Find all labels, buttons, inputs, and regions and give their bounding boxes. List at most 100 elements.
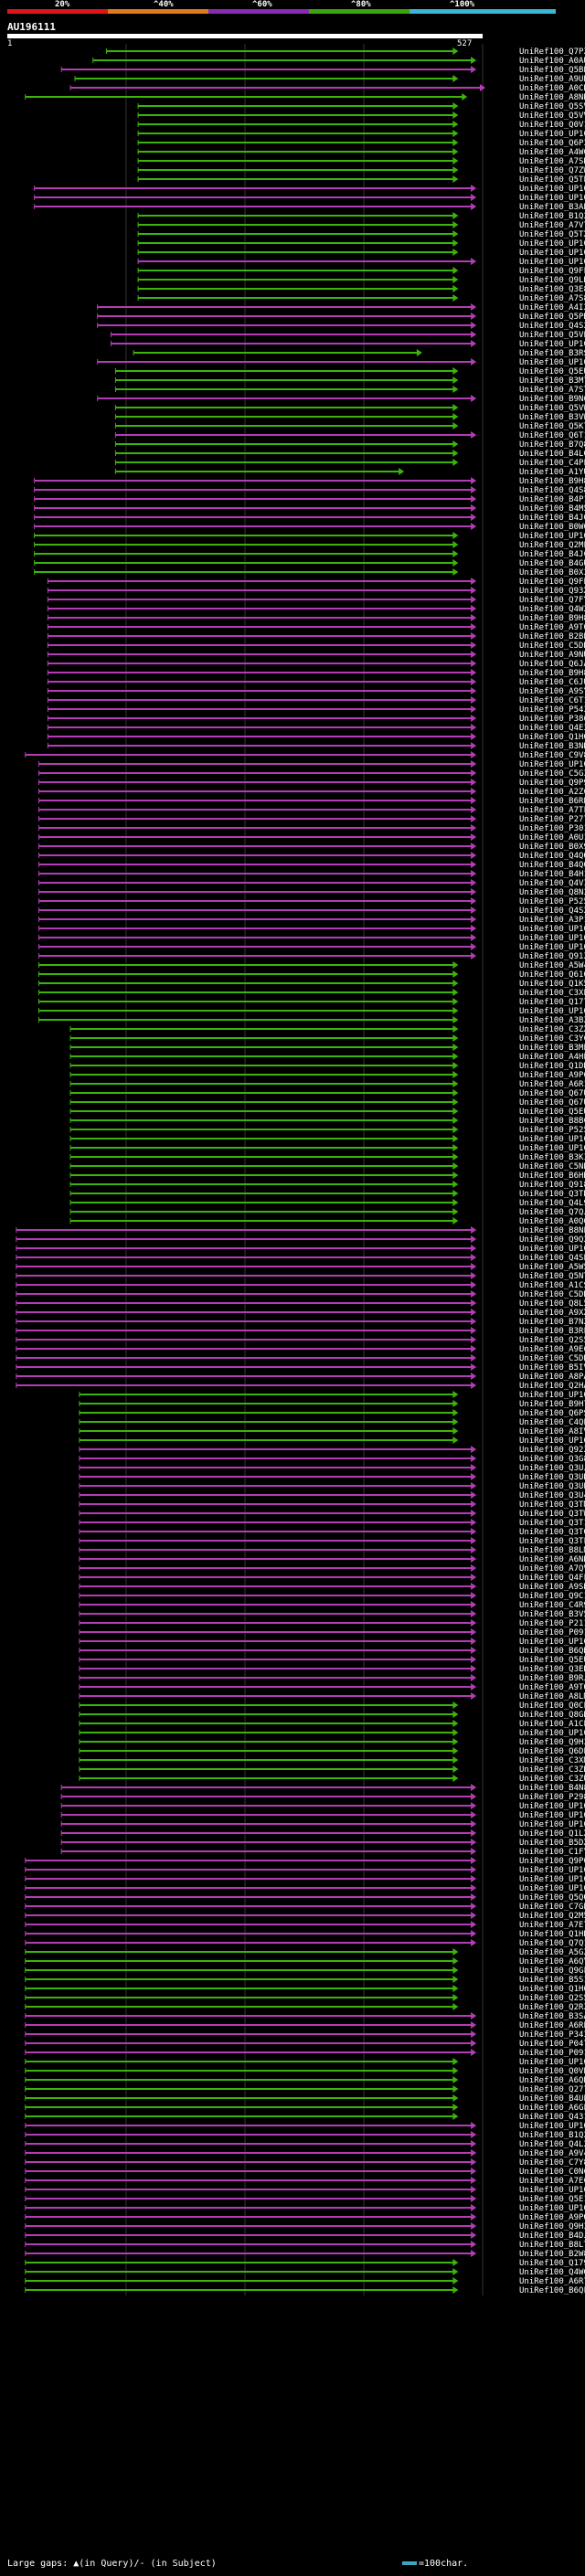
- hit-row[interactable]: UniRef100_A7QVE3: [79, 1564, 585, 1574]
- hit-label[interactable]: UniRef100_Q4E3F7: [519, 724, 585, 733]
- hit-label[interactable]: UniRef100_Q6JAC6: [519, 660, 585, 669]
- hit-row[interactable]: UniRef100_B3RSE4: [133, 349, 585, 358]
- hit-label[interactable]: UniRef100_A7E7I8: [519, 1921, 585, 1930]
- hit-label[interactable]: UniRef100_Q4VIT4: [519, 879, 585, 888]
- hit-label[interactable]: UniRef100_B3VW16: [519, 413, 585, 422]
- hit-row[interactable]: UniRef100_C0NCN9: [25, 2168, 585, 2177]
- hit-row[interactable]: UniRef100_Q3UJA8: [79, 1464, 585, 1473]
- hit-row[interactable]: UniRef100_C5DK19: [47, 641, 585, 651]
- hit-label[interactable]: UniRef100_B4J098: [519, 514, 585, 523]
- hit-label[interactable]: UniRef100_Q2S593: [519, 1994, 585, 2003]
- hit-label[interactable]: UniRef100_P09103: [519, 2049, 585, 2058]
- hit-row[interactable]: UniRef100_A6R1X2: [69, 1080, 585, 1089]
- hit-row[interactable]: UniRef100_B8NPF9: [16, 1226, 585, 1235]
- hit-row[interactable]: UniRef100_C5NN47: [69, 1162, 585, 1171]
- hit-label[interactable]: UniRef100_B2W808: [519, 2250, 585, 2259]
- hit-row[interactable]: UniRef100_UP1000...: [34, 185, 585, 194]
- hit-label[interactable]: UniRef100_B4UPT7: [519, 2094, 585, 2104]
- hit-row[interactable]: UniRef100_B4H155: [38, 870, 585, 879]
- hit-row[interactable]: UniRef100_B3SA60: [25, 2012, 585, 2021]
- hit-row[interactable]: UniRef100_Q3THC3: [69, 1190, 585, 1199]
- hit-label[interactable]: UniRef100_Q4L2D2: [519, 2140, 585, 2149]
- hit-label[interactable]: UniRef100_UP1000...: [519, 1144, 585, 1153]
- hit-label[interactable]: UniRef100_Q92Z28: [519, 1446, 585, 1455]
- hit-row[interactable]: UniRef100_A9XXW2: [16, 1309, 585, 1318]
- hit-label[interactable]: UniRef100_A9NUM1: [519, 651, 585, 660]
- hit-label[interactable]: UniRef100_Q61053: [519, 970, 585, 980]
- hit-row[interactable]: UniRef100_B4JC19: [34, 550, 585, 559]
- hit-label[interactable]: UniRef100_B6HK48: [519, 1171, 585, 1181]
- hit-label[interactable]: UniRef100_C9V8B0: [519, 751, 585, 760]
- hit-label[interactable]: UniRef100_A0Q071: [519, 1217, 585, 1226]
- hit-label[interactable]: UniRef100_P52588: [519, 1126, 585, 1135]
- hit-row[interactable]: UniRef100_A4W049: [137, 148, 585, 157]
- hit-label[interactable]: UniRef100_UP1000...: [519, 1638, 585, 1647]
- hit-label[interactable]: UniRef100_C4R938: [519, 1601, 585, 1610]
- hit-row[interactable]: UniRef100_B6QFB8: [25, 2286, 585, 2295]
- hit-row[interactable]: UniRef100_UP1000...: [38, 934, 585, 943]
- hit-row[interactable]: UniRef100_Q8L5K3: [16, 1299, 585, 1309]
- hit-label[interactable]: UniRef100_B4N8C6: [519, 1784, 585, 1793]
- hit-row[interactable]: UniRef100_Q7Q19L: [25, 1939, 585, 1948]
- hit-row[interactable]: UniRef100_Q9FF55: [137, 267, 585, 276]
- hit-label[interactable]: UniRef100_Q3UJA8: [519, 1464, 585, 1473]
- hit-row[interactable]: UniRef100_B9H8E3: [47, 614, 585, 623]
- hit-row[interactable]: UniRef100_Q91Z81: [38, 952, 585, 961]
- hit-row[interactable]: UniRef100_UP1000...: [25, 1866, 585, 1875]
- hit-label[interactable]: UniRef100_C3ZU13: [519, 1775, 585, 1784]
- hit-row[interactable]: UniRef100_B5DXS3: [60, 1839, 585, 1848]
- hit-label[interactable]: UniRef100_C6JUQ0: [519, 678, 585, 687]
- hit-label[interactable]: UniRef100_Q0V1I0: [519, 121, 585, 130]
- hit-row[interactable]: UniRef100_A0AUH7: [92, 57, 585, 66]
- hit-row[interactable]: UniRef100_Q3G8D8: [79, 1455, 585, 1464]
- hit-label[interactable]: UniRef100_B6RB63: [519, 797, 585, 806]
- hit-row[interactable]: UniRef100_Q2HAU2: [16, 1382, 585, 1391]
- hit-label[interactable]: UniRef100_B1Q2X5: [519, 212, 585, 221]
- hit-label[interactable]: UniRef100_Q5SV44: [519, 102, 585, 111]
- hit-label[interactable]: UniRef100_B1Q2Y2: [519, 2131, 585, 2140]
- hit-label[interactable]: UniRef100_C6T1N9: [519, 696, 585, 705]
- hit-row[interactable]: UniRef100_B0W0F4: [34, 523, 585, 532]
- hit-label[interactable]: UniRef100_Q1H6Q6: [519, 1985, 585, 1994]
- hit-label[interactable]: UniRef100_P21195: [519, 1619, 585, 1628]
- hit-label[interactable]: UniRef100_B9H8E2: [519, 669, 585, 678]
- hit-row[interactable]: UniRef100_Q4WGR2: [25, 2268, 585, 2277]
- hit-row[interactable]: UniRef100_UP1000...: [137, 249, 585, 258]
- hit-row[interactable]: UniRef100_B7NZF1: [16, 1318, 585, 1327]
- hit-label[interactable]: UniRef100_A5GZV7: [519, 1948, 585, 1957]
- hit-label[interactable]: UniRef100_Q7Q19L: [519, 1939, 585, 1948]
- hit-label[interactable]: UniRef100_Q4SEB4: [519, 1254, 585, 1263]
- hit-row[interactable]: UniRef100_A9NUM1: [47, 651, 585, 660]
- hit-row[interactable]: UniRef100_C3ZU13: [79, 1775, 585, 1784]
- hit-label[interactable]: UniRef100_A9SK00: [519, 1583, 585, 1592]
- hit-row[interactable]: UniRef100_A7V776: [137, 221, 585, 230]
- hit-label[interactable]: UniRef100_UP1000...: [519, 1802, 585, 1811]
- hit-row[interactable]: UniRef100_Q4S2H7: [97, 322, 585, 331]
- hit-row[interactable]: UniRef100_Q67UF4: [69, 1098, 585, 1108]
- hit-row[interactable]: UniRef100_Q9Q248: [16, 1235, 585, 1245]
- hit-label[interactable]: UniRef100_C3XM43: [519, 1756, 585, 1765]
- hit-row[interactable]: UniRef100_B3M733: [114, 376, 585, 386]
- hit-row[interactable]: UniRef100_Q8N3B9: [38, 888, 585, 897]
- hit-label[interactable]: UniRef100_UP1000...: [519, 2058, 585, 2067]
- hit-row[interactable]: UniRef100_Q9LHM5: [137, 276, 585, 285]
- hit-label[interactable]: UniRef100_A9T0S2: [519, 623, 585, 632]
- hit-label[interactable]: UniRef100_Q5TPC9: [519, 175, 585, 185]
- hit-label[interactable]: UniRef100_Q9H323: [519, 2222, 585, 2231]
- hit-label[interactable]: UniRef100_C4QEL3: [519, 1418, 585, 1427]
- hit-row[interactable]: UniRef100_C5DRG2: [16, 1354, 585, 1363]
- hit-row[interactable]: UniRef100_Q3UDR2: [79, 1473, 585, 1482]
- hit-row[interactable]: UniRef100_B9RJZ5: [79, 1674, 585, 1683]
- hit-label[interactable]: UniRef100_Q5EUQ8: [519, 1656, 585, 1665]
- hit-label[interactable]: UniRef100_A9SYE8: [519, 687, 585, 696]
- hit-label[interactable]: UniRef100_Q5VV13: [519, 111, 585, 121]
- hit-row[interactable]: UniRef100_UP1000...: [97, 358, 585, 367]
- hit-label[interactable]: UniRef100_UP1000...: [519, 943, 585, 952]
- hit-row[interactable]: UniRef100_Q9P9P30: [38, 779, 585, 788]
- hit-row[interactable]: UniRef100_UP1000...: [16, 1245, 585, 1254]
- hit-row[interactable]: UniRef100_C3XPR7: [38, 989, 585, 998]
- hit-row[interactable]: UniRef100_UP1000...: [137, 130, 585, 139]
- hit-label[interactable]: UniRef100_UP1000...: [519, 258, 585, 267]
- hit-label[interactable]: UniRef100_B7NZF1: [519, 1318, 585, 1327]
- hit-row[interactable]: UniRef100_A0CHN0: [69, 84, 585, 93]
